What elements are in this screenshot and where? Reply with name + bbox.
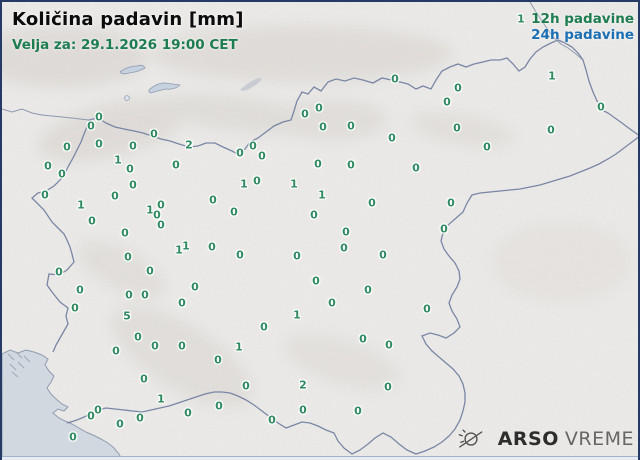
bottom-border — [2, 456, 638, 460]
legend-item-24h-padavine[interactable]: 24h padavine — [531, 27, 634, 43]
legend-item-12h-padavine[interactable]: 12h padavine — [531, 11, 634, 27]
brand-product: VREME — [564, 428, 634, 450]
arso-vreme-logo: ARSO VREME — [458, 426, 634, 452]
sun-icon — [458, 429, 483, 448]
valid-time: Velja za: 29.1.2026 19:00 CET — [12, 37, 238, 53]
map-legend: 12h padavine 24h padavine — [531, 11, 634, 43]
page-title: Količina padavin [mm] — [12, 9, 244, 30]
brand-agency: ARSO — [497, 428, 559, 450]
map-header: Količina padavin [mm] Velja za: 29.1.202… — [12, 9, 244, 53]
